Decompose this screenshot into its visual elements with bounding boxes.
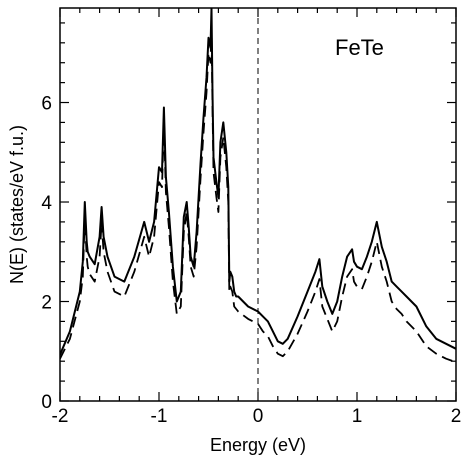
axis-ticks (59, 8, 457, 402)
plot-area (60, 8, 456, 401)
axis-tick-labels: -2 -1 0 1 2 0 2 4 6 (41, 94, 461, 427)
compound-annotation: FeTe (335, 35, 384, 60)
x-tick-label: 1 (352, 406, 363, 427)
y-tick-label: 0 (41, 392, 52, 413)
plot-frame (59, 7, 457, 402)
y-tick-label: 4 (41, 193, 52, 214)
y-tick-label: 6 (41, 94, 52, 115)
x-tick-label: 0 (253, 406, 264, 427)
x-axis-label: Energy (eV) (210, 435, 306, 455)
x-tick-label: 2 (451, 406, 461, 427)
x-tick-label: -1 (151, 406, 168, 427)
dos-curve-solid (60, 8, 456, 356)
y-axis-label: N(E) (states/eV f.u.) (7, 125, 27, 284)
y-tick-label: 2 (41, 293, 52, 314)
x-tick-label: -2 (52, 406, 69, 427)
